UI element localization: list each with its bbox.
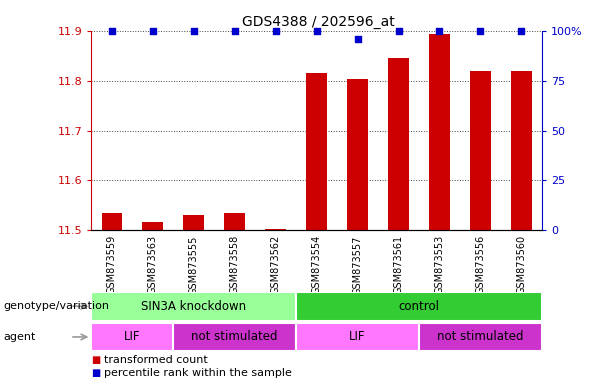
Point	[107, 28, 117, 34]
Text: GSM873559: GSM873559	[107, 235, 117, 295]
Text: GSM873561: GSM873561	[393, 235, 403, 294]
Text: genotype/variation: genotype/variation	[3, 301, 109, 311]
Text: GSM873560: GSM873560	[517, 235, 527, 294]
Text: transformed count: transformed count	[104, 355, 208, 365]
Text: GSM873555: GSM873555	[188, 235, 198, 295]
Text: control: control	[399, 300, 439, 313]
Bar	[429, 34, 450, 230]
Text: not stimulated: not stimulated	[437, 331, 524, 343]
Text: GSM873563: GSM873563	[148, 235, 158, 294]
Point	[435, 28, 444, 34]
Text: GSM873556: GSM873556	[475, 235, 485, 295]
Text: GSM873554: GSM873554	[312, 235, 322, 295]
Point	[230, 28, 239, 34]
Text: GSM873558: GSM873558	[230, 235, 240, 295]
Bar	[91, 323, 173, 351]
Point	[394, 28, 403, 34]
Text: GDS4388 / 202596_at: GDS4388 / 202596_at	[241, 15, 395, 29]
Bar	[173, 323, 296, 351]
Text: percentile rank within the sample: percentile rank within the sample	[104, 368, 292, 379]
Text: not stimulated: not stimulated	[191, 331, 278, 343]
Point	[353, 36, 362, 42]
Point	[517, 28, 526, 34]
Text: LIF: LIF	[349, 331, 366, 343]
Bar	[470, 71, 491, 230]
Bar	[91, 292, 296, 321]
Bar	[266, 229, 286, 230]
Point	[271, 28, 280, 34]
Bar	[419, 323, 542, 351]
Point	[189, 28, 198, 34]
Bar	[511, 71, 532, 230]
Text: GSM873557: GSM873557	[353, 235, 363, 295]
Bar	[296, 292, 542, 321]
Bar	[143, 222, 163, 230]
Text: agent: agent	[3, 332, 35, 342]
Point	[148, 28, 157, 34]
Bar	[348, 79, 368, 230]
Point	[312, 28, 322, 34]
Text: LIF: LIF	[124, 331, 141, 343]
Point	[476, 28, 485, 34]
Bar	[296, 323, 419, 351]
Text: ■: ■	[91, 368, 101, 379]
Bar	[306, 73, 327, 230]
Text: GSM873553: GSM873553	[435, 235, 445, 295]
Text: SIN3A knockdown: SIN3A knockdown	[141, 300, 246, 313]
Bar	[101, 214, 122, 230]
Text: GSM873562: GSM873562	[270, 235, 280, 295]
Bar	[224, 213, 245, 230]
Text: ■: ■	[91, 355, 101, 365]
Bar	[183, 215, 204, 230]
Bar	[388, 58, 409, 230]
